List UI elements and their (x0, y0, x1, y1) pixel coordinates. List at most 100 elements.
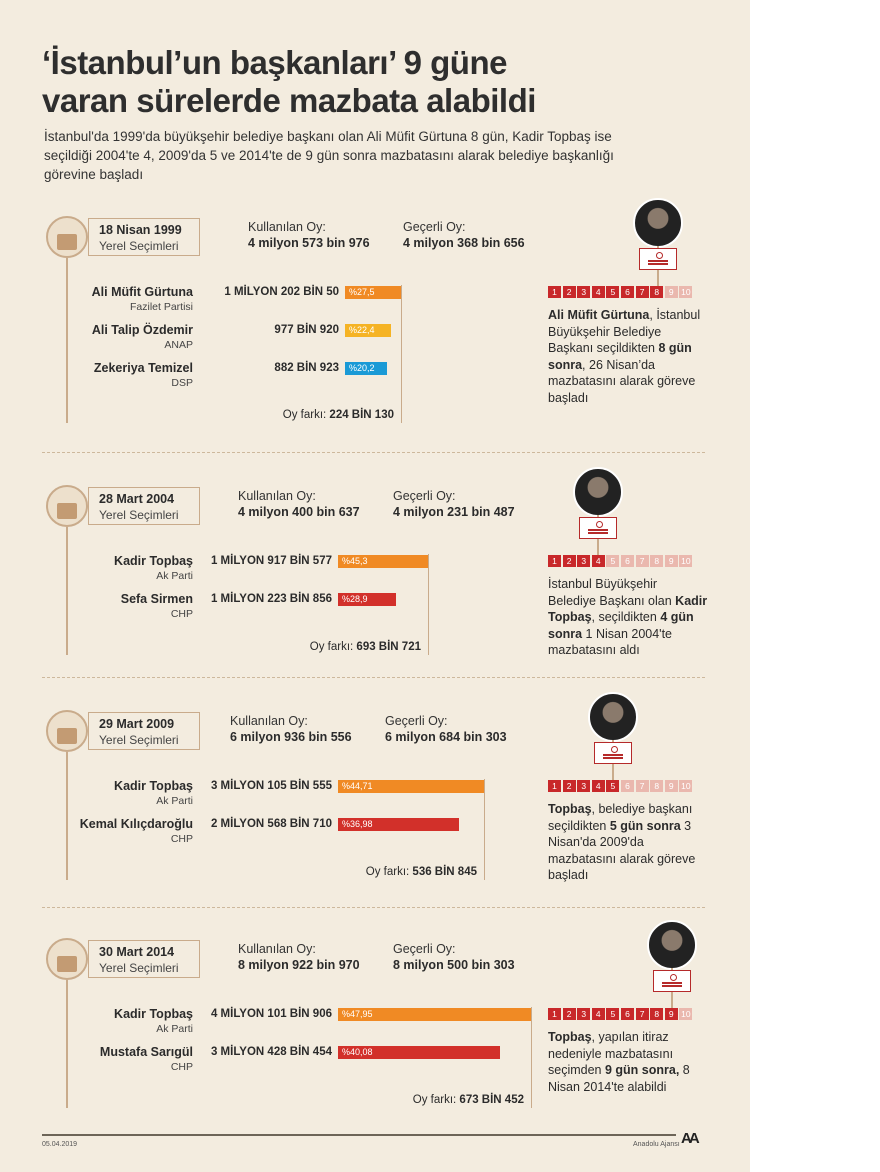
ballot-box-icon (46, 938, 88, 980)
section-divider (42, 452, 705, 453)
diff-value: 693 BİN 721 (356, 641, 421, 653)
certificate-icon (579, 517, 617, 539)
note-text: 1 Nisan 2004'te mazbatasını aldı (548, 626, 672, 658)
day-square: 8 (650, 286, 664, 298)
diff-label: Oy farkı: (309, 641, 357, 653)
day-square: 7 (635, 286, 649, 298)
vote-percent: %40,08 (342, 1047, 373, 1057)
title-line: varan sürelerde mazbata alabildi (42, 82, 536, 119)
vote-percent: %20,2 (349, 363, 375, 373)
diff-value: 224 BİN 130 (329, 409, 394, 421)
candidate-name: Kadir Topbaş (114, 1007, 193, 1021)
mayor-portrait (573, 467, 623, 517)
candidate-party: CHP (170, 608, 193, 620)
candidate-votes: 1 MİLYON 917 BİN 577 (210, 555, 332, 567)
candidate-party: Ak Parti (156, 570, 193, 582)
used-votes-label: Kullanılan Oy: (230, 714, 308, 728)
diff-value: 536 BİN 845 (412, 866, 477, 878)
section-divider (42, 677, 705, 678)
note-text: , İstanbul Büyükşehir Belediye Başkanı s… (548, 308, 701, 355)
candidate-name: Kemal Kılıçdaroğlu (79, 817, 193, 831)
vote-bar: %36,98 (338, 818, 459, 831)
candidate-name: Mustafa Sarıgül (99, 1045, 193, 1059)
certificate-icon (653, 970, 691, 992)
used-votes-label: Kullanılan Oy: (248, 220, 326, 234)
valid-votes-value: 4 milyon 231 bin 487 (393, 505, 515, 519)
day-square: 2 (562, 1008, 576, 1020)
day-square: 4 (591, 555, 605, 567)
candidate-party: ANAP (164, 339, 193, 351)
candidate-votes: 1 MİLYON 202 BİN 50 (224, 286, 339, 298)
valid-votes-value: 8 milyon 500 bin 303 (393, 958, 515, 972)
ballot-box-shape (57, 503, 77, 519)
vote-difference: Oy farkı: 536 BİN 845 (0, 866, 477, 878)
election-type: Yerel Seçimleri (99, 733, 179, 747)
day-square: 4 (591, 1008, 605, 1020)
note-text: İstanbul Büyükşehir Belediye Başkanı ola… (548, 577, 676, 608)
used-votes-value: 4 milyon 573 bin 976 (248, 236, 370, 250)
note-text: Topbaş (548, 802, 592, 816)
day-square: 8 (650, 780, 664, 792)
timeline-line (66, 527, 68, 655)
candidate-name: Kadir Topbaş (114, 779, 193, 793)
ballot-box-icon (46, 485, 88, 527)
vote-percent: %36,98 (342, 819, 373, 829)
vote-difference: Oy farkı: 693 BİN 721 (0, 641, 421, 653)
note-text: Topbaş (548, 1030, 592, 1044)
ballot-box-icon (46, 216, 88, 258)
election-date: 18 Nisan 1999 (99, 223, 182, 237)
note-text: Kadir Topbaş (548, 593, 708, 625)
vote-percent: %44,71 (342, 781, 373, 791)
timeline-line (66, 258, 68, 423)
used-votes-label: Kullanılan Oy: (238, 489, 316, 503)
day-square: 9 (664, 555, 678, 567)
day-square: 3 (577, 1008, 591, 1020)
day-square: 6 (621, 286, 634, 298)
candidate-votes: 2 MİLYON 568 BİN 710 (210, 818, 332, 830)
day-square: 1 (548, 286, 561, 298)
day-square: 3 (577, 780, 591, 792)
ballot-box-shape (57, 728, 77, 744)
footer-rule (42, 1134, 676, 1136)
election-date-box (88, 712, 200, 750)
valid-votes-label: Geçerli Oy: (393, 489, 456, 503)
bar-extension-line (530, 1007, 532, 1108)
note-text: , seçildikten (591, 610, 661, 624)
mandate-note: Topbaş, belediye başkanı seçildikten 5 g… (548, 801, 708, 884)
note-text: 5 gün sonra (609, 818, 681, 833)
bar-extension-line (400, 285, 402, 423)
election-date: 29 Mart 2009 (99, 717, 175, 731)
mayor-portrait (588, 692, 638, 742)
note-text: , belediye başkanı seçildikten (548, 802, 693, 833)
day-square: 6 (621, 1008, 634, 1020)
vote-bar: %45,3 (338, 555, 429, 568)
mandate-note: İstanbul Büyükşehir Belediye Başkanı ola… (548, 576, 708, 659)
section-divider (42, 907, 705, 908)
vote-percent: %47,95 (342, 1009, 373, 1019)
day-square: 10 (679, 780, 693, 792)
day-square: 9 (664, 780, 678, 792)
vote-bar: %44,71 (338, 780, 485, 793)
valid-votes-label: Geçerli Oy: (393, 942, 456, 956)
day-square: 9 (664, 1008, 678, 1020)
valid-votes-label: Geçerli Oy: (403, 220, 466, 234)
candidate-name: Zekeriya Temizel (93, 361, 193, 375)
day-square: 5 (606, 555, 620, 567)
note-text: Ali Müfit Gürtuna (548, 308, 650, 322)
election-date-box (88, 487, 200, 525)
day-square: 5 (606, 1008, 620, 1020)
note-text: 4 gün sonra (548, 610, 694, 641)
candidate-votes: 1 MİLYON 223 BİN 856 (210, 593, 332, 605)
valid-votes-value: 4 milyon 368 bin 656 (403, 236, 525, 250)
ballot-box-shape (57, 234, 77, 250)
note-text: 8 Nisan 2014'te alabildi (548, 1063, 690, 1094)
candidate-name: Kadir Topbaş (114, 554, 193, 568)
valid-votes-value: 6 milyon 684 bin 303 (385, 730, 507, 744)
candidate-name: Sefa Sirmen (120, 592, 193, 606)
used-votes-value: 6 milyon 936 bin 556 (230, 730, 352, 744)
day-square: 10 (679, 555, 693, 567)
day-square: 10 (679, 1008, 693, 1020)
mandate-note: Topbaş, yapılan itiraz nedeniyle mazbata… (548, 1029, 708, 1095)
election-type: Yerel Seçimleri (99, 508, 179, 522)
day-square: 2 (562, 555, 576, 567)
